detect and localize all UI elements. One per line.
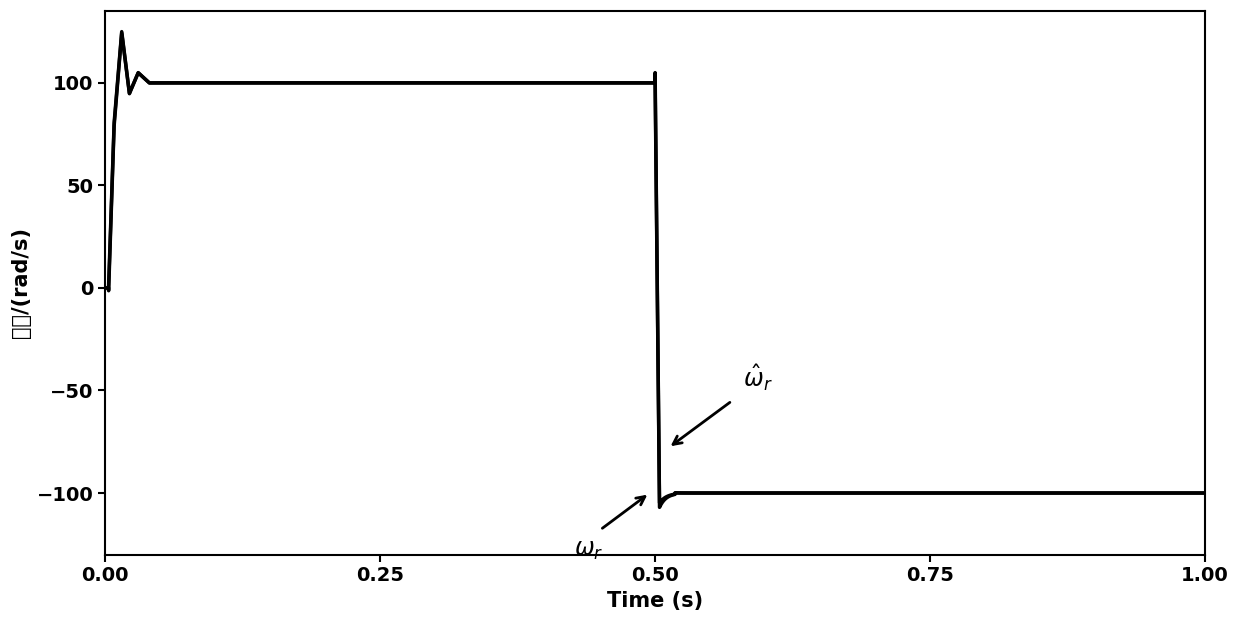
X-axis label: Time (s): Time (s) [608, 591, 703, 611]
Text: $\hat{\omega}_{r}$: $\hat{\omega}_{r}$ [743, 362, 773, 392]
Text: $\omega_{r}$: $\omega_{r}$ [574, 538, 604, 562]
Y-axis label: 转速/(rad/s): 转速/(rad/s) [11, 227, 31, 338]
